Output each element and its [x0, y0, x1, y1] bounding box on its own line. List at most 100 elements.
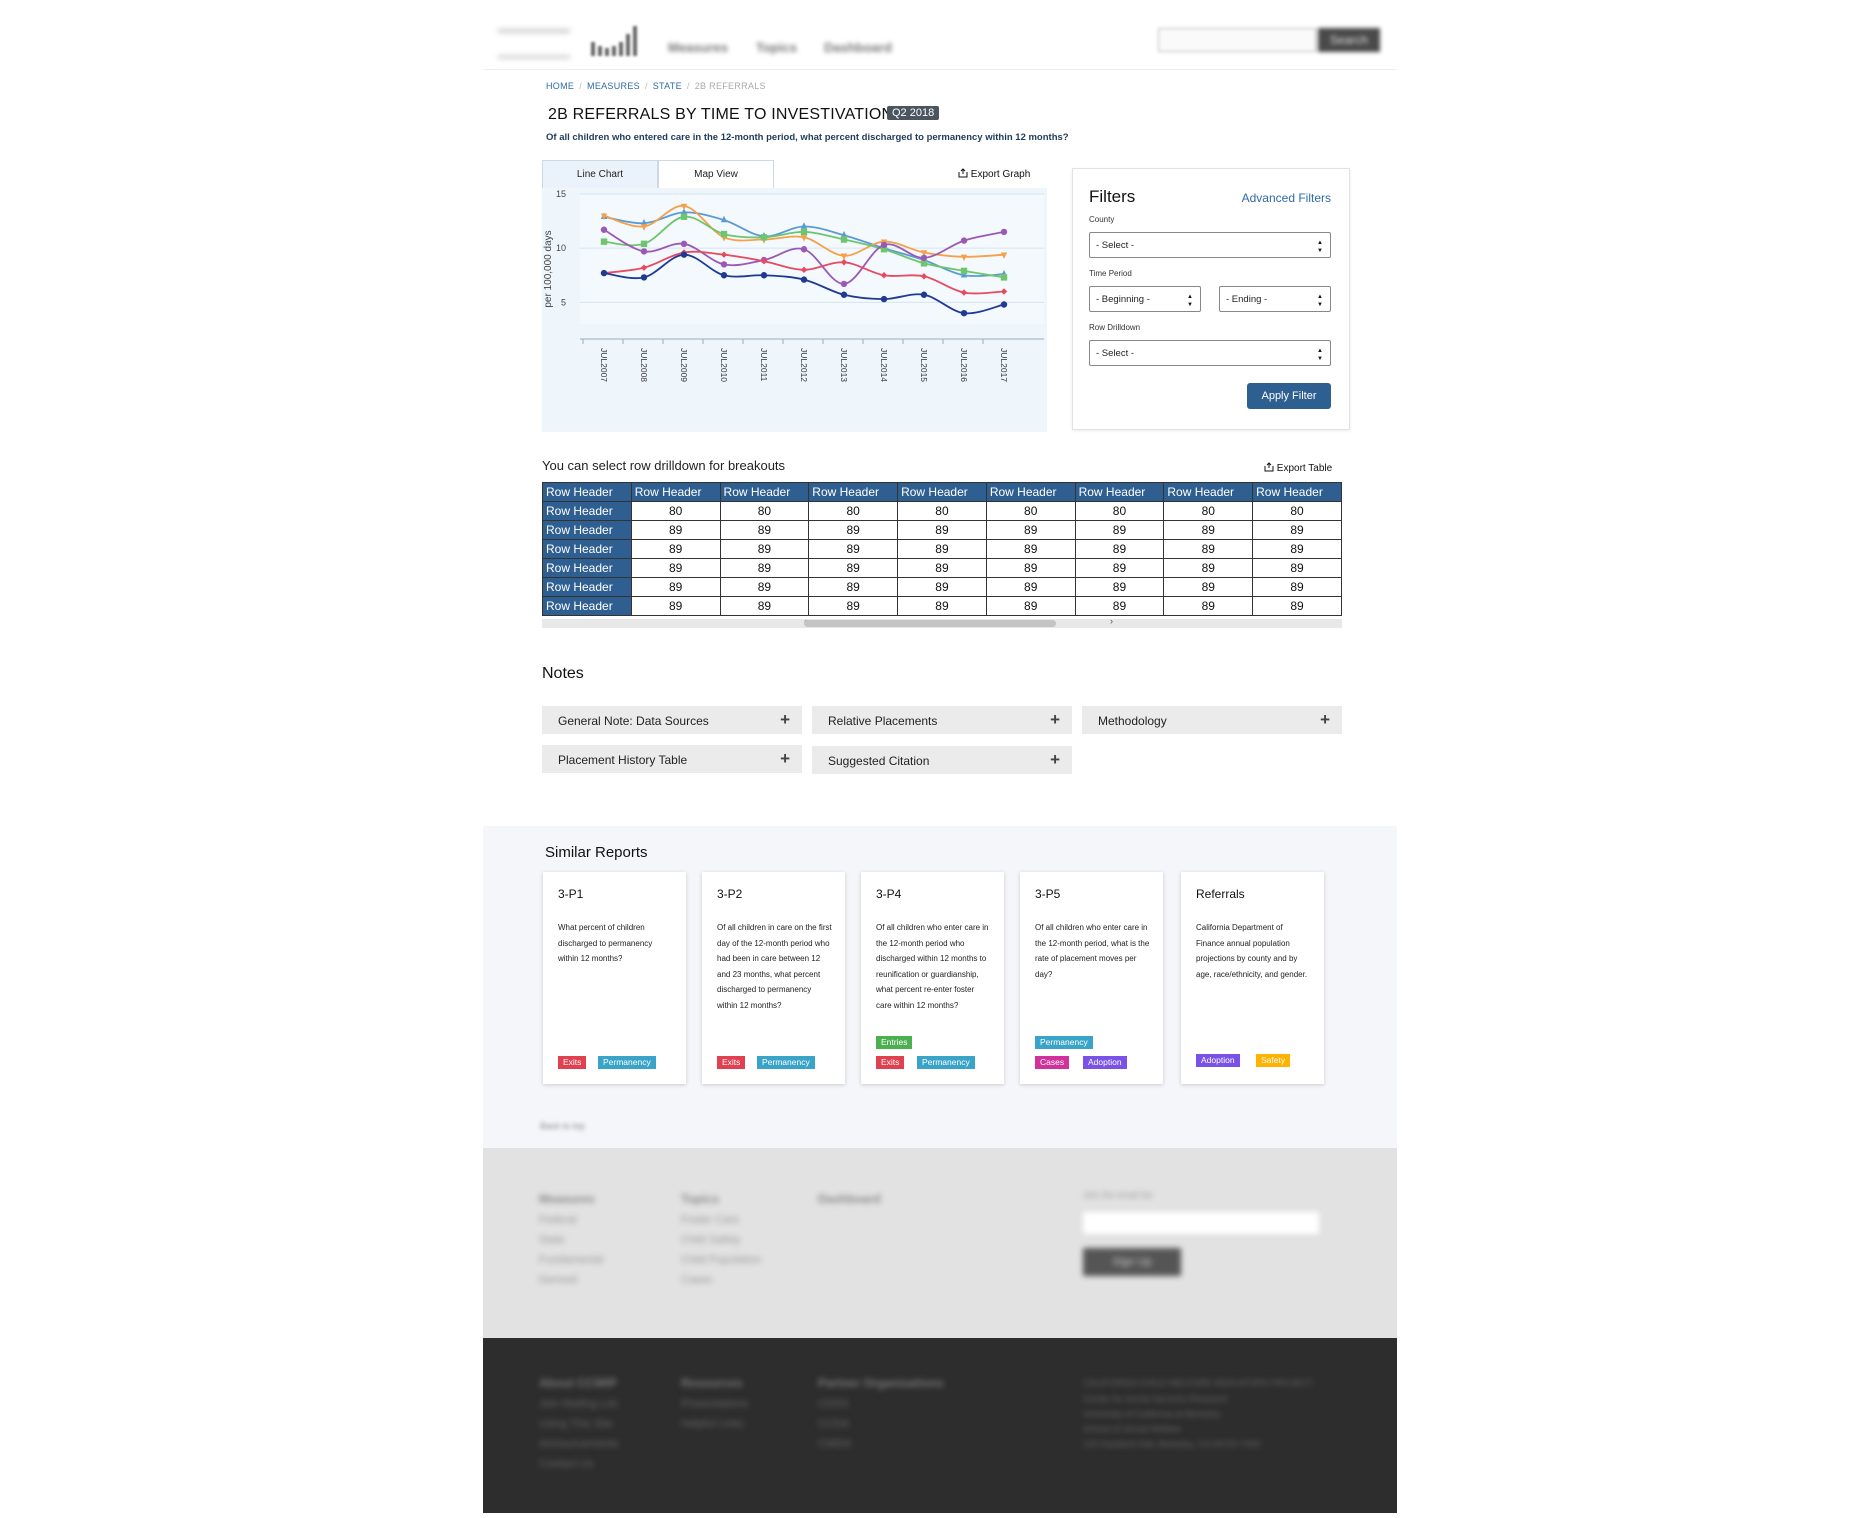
- ending-select[interactable]: - Ending - ▲ ▼: [1219, 286, 1331, 312]
- note-methodology[interactable]: Methodology +: [1082, 706, 1342, 734]
- note-placement-history-table[interactable]: Placement History Table +: [542, 745, 802, 773]
- data-point: [720, 230, 728, 238]
- footer-link[interactable]: Child Safety: [681, 1234, 741, 1246]
- period-badge: Q2 2018: [887, 106, 940, 120]
- data-point: [960, 267, 968, 275]
- back-to-top-link[interactable]: Back to top: [540, 1121, 586, 1131]
- tag-permanency[interactable]: Permanency: [917, 1056, 975, 1069]
- table-cell: 89: [630, 539, 721, 559]
- footer-link[interactable]: CWDA: [818, 1438, 852, 1450]
- table-cell: 80: [719, 501, 810, 521]
- tag-adoption[interactable]: Adoption: [1083, 1056, 1127, 1069]
- tab-map-view[interactable]: Map View: [658, 160, 774, 189]
- apply-filter-button[interactable]: Apply Filter: [1247, 383, 1331, 409]
- tag-exits[interactable]: Exits: [558, 1056, 587, 1069]
- breadcrumb-state[interactable]: STATE: [652, 81, 682, 91]
- nav-dashboard[interactable]: Dashboard: [824, 40, 892, 55]
- tag-exits[interactable]: Exits: [717, 1056, 746, 1069]
- x-tick-label: JUL2010: [719, 348, 729, 382]
- report-card[interactable]: 3-P5 Of all children who enter care in t…: [1020, 872, 1163, 1084]
- footer-link[interactable]: CDSS: [818, 1398, 849, 1410]
- report-card[interactable]: 3-P2 Of all children in care on the firs…: [702, 872, 845, 1084]
- county-select[interactable]: - Select - ▲ ▼: [1089, 232, 1331, 258]
- data-table-scroll[interactable]: Row Header Row Header Row Header Row Header…: [542, 482, 1342, 618]
- table-cell: 89: [719, 596, 810, 616]
- note-general-data-sources[interactable]: General Note: Data Sources +: [542, 706, 802, 734]
- table-horizontal-scrollbar[interactable]: ‹ ›: [542, 616, 1342, 628]
- y-tick-label: 10: [556, 243, 566, 253]
- beginning-select[interactable]: - Beginning - ▲ ▼: [1089, 286, 1201, 312]
- footer-link[interactable]: CCDA: [818, 1418, 850, 1430]
- data-point: [640, 274, 648, 281]
- footer-link[interactable]: Child Population: [681, 1254, 762, 1266]
- column-header: Row Header: [630, 482, 721, 502]
- footer-link[interactable]: Federal: [539, 1214, 577, 1226]
- table-cell: 89: [985, 520, 1076, 540]
- advanced-filters-link[interactable]: Advanced Filters: [1241, 191, 1331, 205]
- tag-permanency[interactable]: Permanency: [757, 1056, 815, 1069]
- scrollbar-thumb[interactable]: [804, 620, 1056, 627]
- footer-link[interactable]: Helpful Links: [681, 1418, 744, 1430]
- table-cell: 80: [985, 501, 1076, 521]
- tag-permanency[interactable]: Permanency: [1035, 1036, 1093, 1049]
- breadcrumb-measures[interactable]: MEASURES: [587, 81, 640, 91]
- tag-exits[interactable]: Exits: [876, 1056, 905, 1069]
- table-cell: 89: [897, 539, 987, 559]
- footer-link[interactable]: Derived: [539, 1274, 577, 1286]
- search-input[interactable]: [1158, 28, 1316, 52]
- tag-adoption[interactable]: Adoption: [1196, 1054, 1240, 1067]
- footer-link[interactable]: Announcements: [539, 1438, 619, 1450]
- table-row: Row Header 89 89 89 89 89 89 89 89: [542, 520, 1342, 540]
- tag-cases[interactable]: Cases: [1035, 1056, 1070, 1069]
- footer-link[interactable]: Using This Site: [539, 1418, 613, 1430]
- table-cell: 80: [1163, 501, 1254, 521]
- select-arrows-icon: ▲ ▼: [1317, 348, 1323, 362]
- report-card[interactable]: Referrals California Department of Finan…: [1181, 872, 1324, 1084]
- footer-link[interactable]: State: [539, 1234, 565, 1246]
- footer-link[interactable]: Foster Care: [681, 1214, 740, 1226]
- row-drilldown-select[interactable]: - Select - ▲ ▼: [1089, 340, 1331, 366]
- data-point: [920, 254, 928, 262]
- scroll-right-icon[interactable]: ›: [1110, 616, 1113, 626]
- report-card-id: 3-P2: [717, 887, 743, 901]
- site-logo[interactable]: [498, 22, 638, 62]
- tag-safety[interactable]: Safety: [1256, 1054, 1291, 1067]
- tab-line-chart[interactable]: Line Chart: [542, 160, 658, 189]
- time-period-label: Time Period: [1089, 269, 1132, 278]
- row-header: Row Header: [542, 577, 632, 597]
- select-arrows-icon: ▲ ▼: [1187, 294, 1193, 308]
- export-graph-button[interactable]: Export Graph: [958, 168, 1030, 180]
- footer-heading[interactable]: Resources: [681, 1376, 743, 1390]
- footer-link[interactable]: Fundamental: [539, 1254, 604, 1266]
- signup-button[interactable]: Sign Up: [1083, 1248, 1181, 1276]
- footer-link[interactable]: Cases: [681, 1274, 713, 1286]
- nav-topics[interactable]: Topics: [756, 40, 797, 55]
- footer-heading[interactable]: Dashboard: [818, 1192, 881, 1206]
- export-table-button[interactable]: Export Table: [1264, 462, 1332, 474]
- signup-email-input[interactable]: [1083, 1212, 1319, 1234]
- breadcrumb-home[interactable]: HOME: [546, 81, 575, 91]
- footer-heading[interactable]: Topics: [681, 1192, 719, 1206]
- table-cell: 89: [808, 558, 899, 578]
- table-cell: 80: [1252, 501, 1342, 521]
- nav-measures[interactable]: Measures: [668, 40, 728, 55]
- footer-heading[interactable]: Measures: [539, 1192, 595, 1206]
- footer-links: Measures Federal State Fundamental Deriv…: [483, 1148, 1397, 1338]
- footer-heading[interactable]: Partner Organizations: [818, 1376, 944, 1390]
- tag-permanency[interactable]: Permanency: [598, 1056, 656, 1069]
- footer-link[interactable]: Presentations: [681, 1398, 749, 1410]
- search-button[interactable]: Search: [1318, 28, 1380, 52]
- footer-link[interactable]: Join Mailing List: [539, 1398, 618, 1410]
- footer-link[interactable]: Contact Us: [539, 1458, 594, 1470]
- table-cell: 89: [1252, 558, 1342, 578]
- tag-entries[interactable]: Entries: [876, 1036, 913, 1049]
- page-subtitle: Of all children who entered care in the …: [546, 132, 1069, 143]
- table-cell: 89: [719, 577, 810, 597]
- note-suggested-citation[interactable]: Suggested Citation +: [812, 746, 1072, 774]
- report-card[interactable]: 3-P1 What percent of children discharged…: [543, 872, 686, 1084]
- data-point: [920, 260, 928, 267]
- select-arrows-icon: ▲ ▼: [1317, 294, 1323, 308]
- note-relative-placements[interactable]: Relative Placements +: [812, 706, 1072, 734]
- report-card[interactable]: 3-P4 Of all children who enter care in t…: [861, 872, 1004, 1084]
- footer-heading[interactable]: About CCWIP: [539, 1376, 617, 1390]
